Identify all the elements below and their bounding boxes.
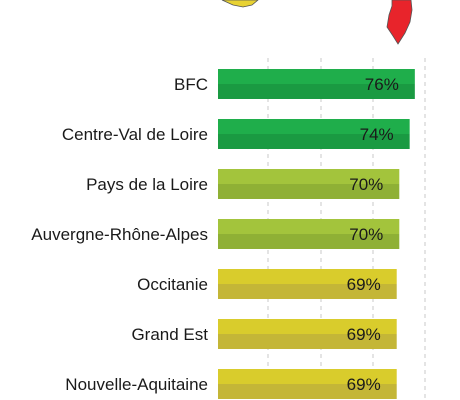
category-label: Grand Est	[131, 325, 208, 344]
bar	[218, 369, 397, 384]
category-label: BFC	[174, 75, 208, 94]
bar-shade	[218, 284, 397, 299]
value-label: 76%	[365, 75, 399, 94]
labels-group: BFC 76% Centre-Val de Loire 74% Pays de la L…	[31, 75, 399, 394]
bar-shade	[218, 184, 400, 199]
bars-group	[218, 69, 415, 399]
bar-shade	[218, 234, 400, 249]
value-label: 70%	[349, 225, 383, 244]
category-label: Nouvelle-Aquitaine	[65, 375, 208, 394]
bar-shade	[218, 334, 397, 349]
bar-shade	[218, 384, 397, 399]
corsica-map-icon	[386, 0, 413, 45]
category-label: Occitanie	[137, 275, 208, 294]
bar	[218, 169, 400, 184]
bar	[218, 119, 410, 134]
value-label: 74%	[360, 125, 394, 144]
value-label: 69%	[347, 325, 381, 344]
map-shape-icon	[221, 0, 259, 8]
value-label: 69%	[347, 275, 381, 294]
value-label: 70%	[349, 175, 383, 194]
value-label: 69%	[347, 375, 381, 394]
category-label: Pays de la Loire	[86, 175, 208, 194]
bar-shade	[218, 134, 410, 149]
bar	[218, 69, 415, 84]
category-label: Auvergne-Rhône-Alpes	[31, 225, 208, 244]
category-label: Centre-Val de Loire	[62, 125, 208, 144]
bar	[218, 269, 397, 284]
bar	[218, 219, 400, 234]
bar-shade	[218, 84, 415, 99]
bar	[218, 319, 397, 334]
